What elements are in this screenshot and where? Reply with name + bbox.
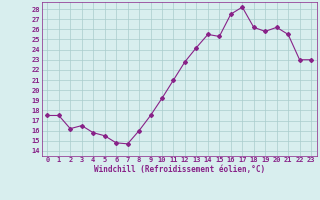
X-axis label: Windchill (Refroidissement éolien,°C): Windchill (Refroidissement éolien,°C) — [94, 165, 265, 174]
